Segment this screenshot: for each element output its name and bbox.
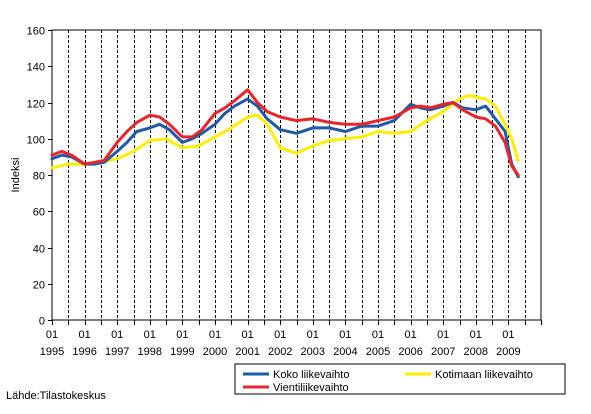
x-tick-label-month: 01 (437, 329, 449, 341)
y-tick-label: 120 (27, 99, 45, 111)
x-tick-label-month: 01 (372, 329, 384, 341)
series-line-kotimaan-liikevaihto (50, 93, 520, 170)
x-tick-label-year: 1995 (40, 346, 64, 358)
x-tick-label-year: 2001 (235, 346, 259, 358)
x-tick-label-month: 01 (241, 329, 253, 341)
x-tick-label-year: 2005 (366, 346, 390, 358)
legend-label: Kotimaan liikevaihto (435, 369, 533, 381)
x-tick-label-year: 2003 (301, 346, 325, 358)
y-tick-label: 0 (39, 316, 45, 328)
x-tick-label-month: 01 (209, 329, 221, 341)
series-lines (50, 88, 520, 179)
plot-area (51, 29, 542, 321)
series-line-vientiliikevaihto (50, 88, 520, 177)
x-tick-label-year: 1996 (72, 346, 96, 358)
y-tick-label: 80 (33, 171, 45, 183)
x-tick-label-month: 01 (339, 329, 351, 341)
legend-box (234, 363, 566, 395)
y-tick-label: 40 (33, 244, 45, 256)
x-tick-label-month: 01 (144, 329, 156, 341)
x-tick-label-month: 01 (176, 329, 188, 341)
x-tick-label-year: 2004 (333, 346, 357, 358)
x-tick-label-month: 01 (307, 329, 319, 341)
x-tick-label-year: 1997 (105, 346, 129, 358)
y-tick-label: 100 (27, 135, 45, 147)
x-tick-label-year: 2000 (203, 346, 227, 358)
x-tick-label-month: 01 (111, 329, 123, 341)
y-axis-label: Indeksi (10, 158, 22, 193)
x-tick-label-month: 01 (274, 329, 286, 341)
y-tick-label: 160 (27, 26, 45, 38)
x-tick-label-month: 01 (404, 329, 416, 341)
legend: Koko liikevaihto Kotimaan liikevaihto Vien… (234, 363, 566, 395)
y-tick-label: 20 (33, 280, 45, 292)
legend-label: Koko liikevaihto (273, 369, 349, 381)
x-tick-label-month: 01 (470, 329, 482, 341)
x-tick-label-year: 1998 (138, 346, 162, 358)
x-tick-label-year: 1999 (170, 346, 194, 358)
axes: 0 20 40 60 80 100 120 140 160 Indeksi 01 1995 01 1996… (10, 26, 542, 358)
x-tick-label-year: 2006 (398, 346, 422, 358)
y-tick-label: 60 (33, 207, 45, 219)
source-note: Lähde:Tilastokeskus (6, 390, 106, 402)
x-tick-label-year: 2009 (496, 346, 520, 358)
x-tick-label-year: 2002 (268, 346, 292, 358)
y-tick-label: 140 (27, 62, 45, 74)
x-tick-label-year: 2008 (464, 346, 488, 358)
x-tick-label-year: 2007 (431, 346, 455, 358)
x-tick-label-month: 01 (78, 329, 90, 341)
x-tick-label-month: 01 (502, 329, 514, 341)
x-tick-label-month: 01 (46, 329, 58, 341)
legend-label: Vientiliikevaihto (273, 382, 349, 394)
